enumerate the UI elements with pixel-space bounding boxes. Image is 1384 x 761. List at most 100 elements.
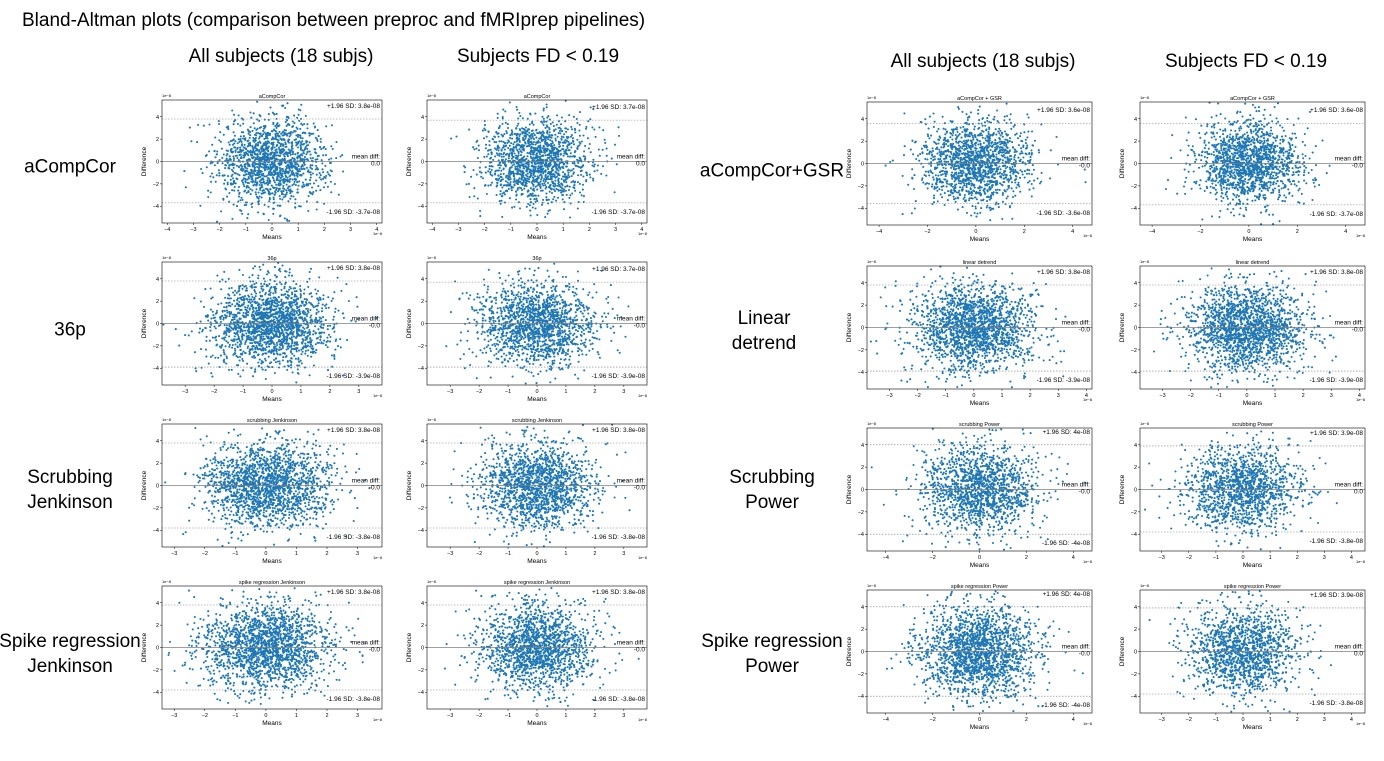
data-point	[315, 164, 318, 167]
data-point	[556, 135, 559, 138]
data-point	[988, 120, 991, 124]
mean-diff-label: mean diff:	[617, 154, 646, 161]
data-point	[302, 161, 305, 164]
data-point	[927, 171, 930, 174]
data-point	[555, 148, 559, 151]
data-point	[294, 202, 297, 205]
data-point	[275, 126, 278, 129]
data-point	[504, 121, 507, 124]
data-point	[541, 201, 544, 204]
data-point	[296, 116, 299, 119]
data-point	[972, 138, 975, 141]
data-point	[990, 197, 993, 200]
data-point	[272, 164, 275, 167]
data-point	[261, 189, 264, 192]
data-point	[252, 150, 255, 153]
data-point	[318, 172, 321, 175]
y-tick-label: 4	[421, 115, 424, 121]
data-point	[1006, 188, 1009, 191]
data-point	[274, 124, 277, 128]
data-point	[524, 179, 527, 182]
data-point	[529, 140, 532, 144]
data-point	[1055, 135, 1058, 138]
data-point	[913, 187, 916, 191]
data-point	[476, 197, 479, 200]
data-point	[520, 188, 524, 192]
data-point	[315, 179, 318, 182]
data-point	[605, 174, 608, 177]
data-point	[489, 171, 492, 174]
data-point	[283, 161, 286, 164]
data-point	[978, 163, 981, 166]
data-point	[940, 173, 943, 177]
data-point	[1007, 180, 1010, 183]
data-point	[319, 140, 322, 143]
data-point	[597, 148, 600, 151]
data-point	[270, 163, 273, 166]
data-point	[563, 173, 566, 176]
data-point	[266, 163, 269, 166]
data-point	[279, 145, 282, 148]
data-point	[583, 155, 586, 158]
data-point	[207, 189, 210, 192]
data-point	[222, 198, 225, 201]
data-point	[266, 137, 269, 140]
data-point	[515, 157, 518, 160]
data-point	[957, 134, 960, 137]
data-point	[993, 115, 996, 118]
data-point	[280, 190, 283, 193]
data-point	[533, 162, 536, 165]
data-point	[1014, 179, 1017, 182]
data-point	[266, 174, 269, 177]
data-point	[538, 149, 541, 152]
data-point	[231, 109, 234, 112]
data-point	[969, 150, 972, 153]
data-point	[930, 185, 933, 188]
data-point	[563, 152, 566, 155]
data-point	[961, 169, 964, 172]
data-point	[532, 183, 535, 186]
data-point	[316, 200, 319, 204]
data-point	[1027, 116, 1030, 119]
y-tick-label: −2	[858, 184, 864, 190]
data-point	[1184, 116, 1187, 119]
data-point	[531, 120, 534, 123]
data-point	[514, 167, 517, 170]
data-point	[951, 120, 954, 123]
data-point	[307, 209, 310, 212]
data-point	[1011, 195, 1015, 199]
data-point	[534, 200, 537, 203]
data-point	[1013, 165, 1017, 168]
data-point	[545, 178, 548, 181]
data-point	[1006, 195, 1009, 198]
data-point	[1281, 126, 1284, 129]
data-point	[987, 132, 990, 136]
data-point	[258, 114, 261, 117]
data-point	[944, 160, 947, 163]
data-point	[968, 163, 971, 167]
data-point	[309, 157, 312, 160]
data-point	[275, 165, 278, 168]
data-point	[578, 123, 581, 126]
data-point	[232, 155, 235, 158]
data-point	[520, 182, 523, 185]
data-point	[562, 188, 565, 191]
data-point	[983, 149, 986, 152]
data-point	[288, 175, 291, 178]
data-point	[554, 151, 558, 154]
data-point	[1016, 183, 1019, 186]
data-point	[962, 140, 966, 143]
data-point	[272, 198, 275, 201]
data-point	[246, 128, 249, 131]
data-point	[1028, 172, 1031, 175]
y-tick-label: 2	[421, 137, 424, 143]
data-point	[509, 148, 512, 151]
data-point	[249, 144, 252, 147]
data-point	[260, 192, 263, 195]
data-point	[533, 169, 536, 172]
data-point	[257, 197, 260, 200]
data-point	[315, 208, 318, 211]
data-point	[578, 134, 581, 137]
data-point	[968, 172, 971, 175]
data-point	[288, 179, 291, 182]
